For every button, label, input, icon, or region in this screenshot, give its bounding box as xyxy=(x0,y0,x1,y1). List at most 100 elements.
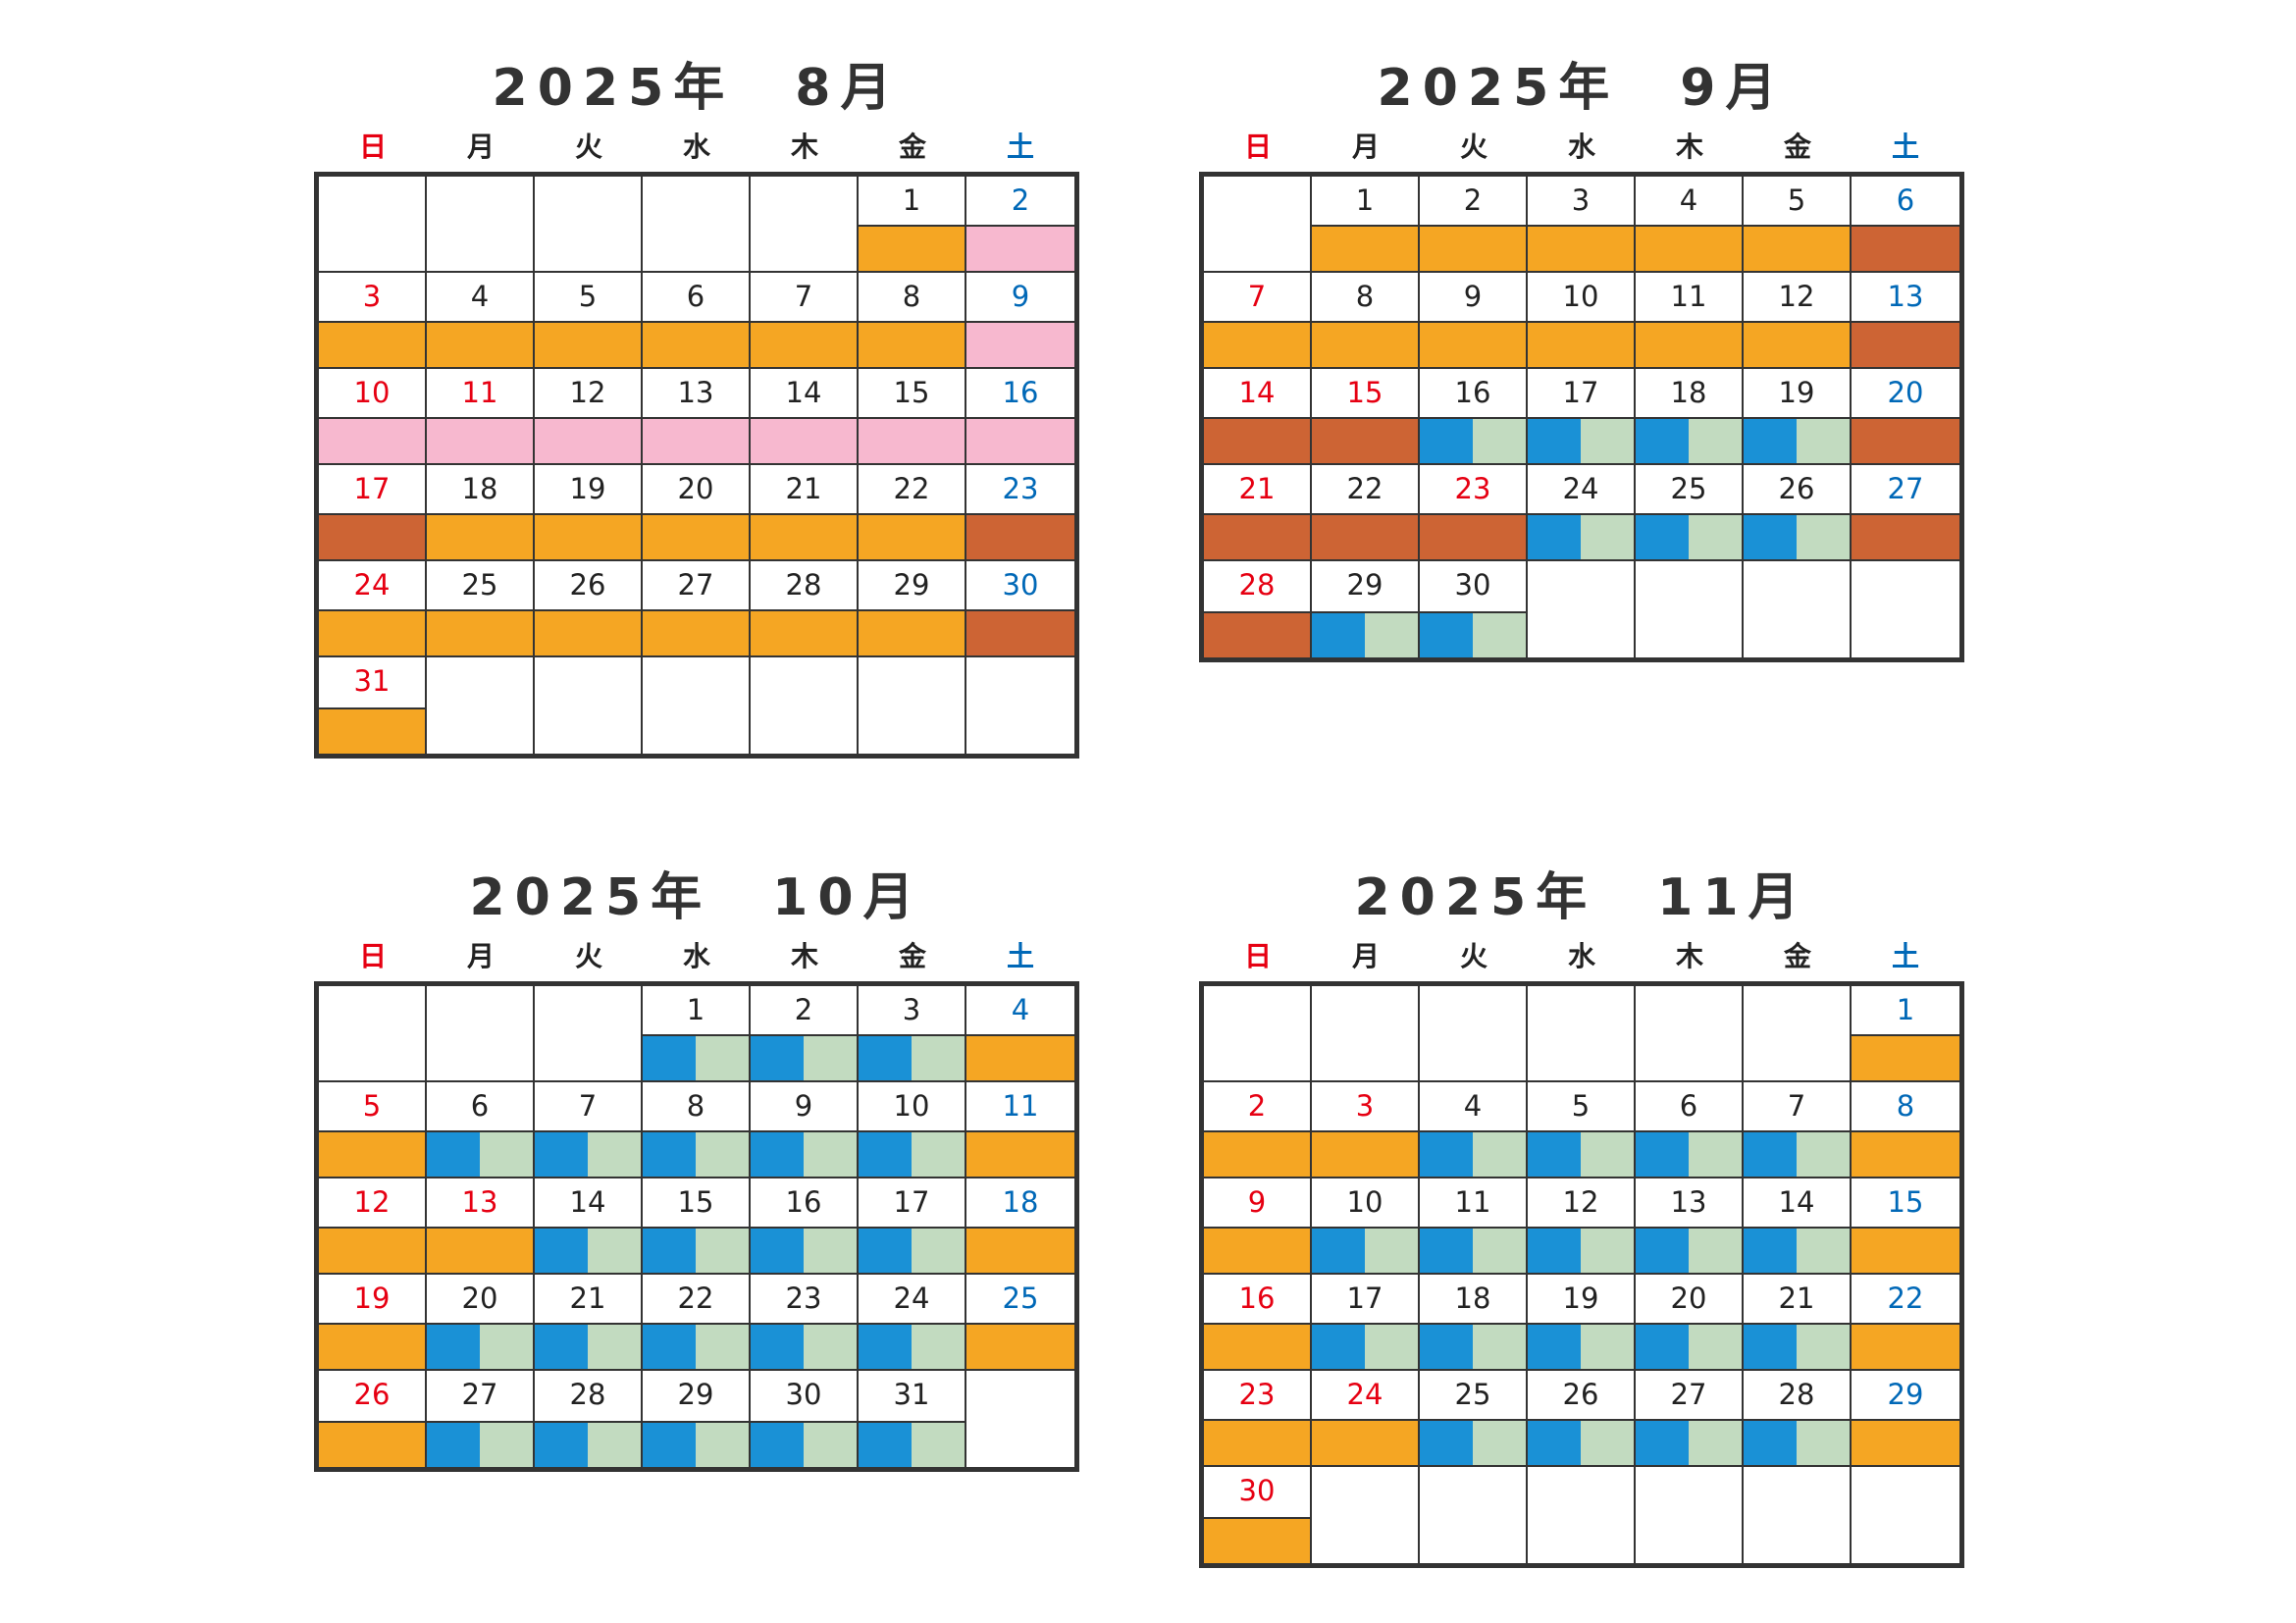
schedule-segment-green xyxy=(480,1423,533,1467)
day-cell: 11 xyxy=(966,1082,1074,1178)
day-number: 18 xyxy=(1670,376,1707,409)
day-cell: 15 xyxy=(1312,369,1420,465)
day-number: 23 xyxy=(1454,472,1491,505)
day-cell: 8 xyxy=(1852,1082,1959,1178)
day-cell: 3 xyxy=(859,986,966,1082)
day-number: 29 xyxy=(677,1378,714,1411)
schedule-segment-blue xyxy=(1528,1421,1581,1465)
schedule-segment-green xyxy=(588,1229,641,1273)
day-number: 23 xyxy=(1238,1378,1276,1411)
empty-cell xyxy=(1528,1467,1636,1563)
day-cell: 14 xyxy=(751,369,859,465)
day-number: 8 xyxy=(902,280,921,313)
day-cell: 16 xyxy=(751,1178,859,1275)
day-cell: 23 xyxy=(1420,465,1528,561)
schedule-segment-green xyxy=(1581,515,1634,559)
day-cell: 16 xyxy=(1420,369,1528,465)
day-number: 28 xyxy=(569,1378,606,1411)
schedule-bar-brown xyxy=(966,513,1074,559)
schedule-bar-orange xyxy=(966,1323,1074,1369)
day-number: 22 xyxy=(677,1282,714,1315)
day-cell: 3 xyxy=(319,273,427,369)
day-number: 9 xyxy=(794,1089,813,1123)
schedule-bar-pink xyxy=(966,417,1074,463)
weekday-label: 日 xyxy=(358,940,387,972)
calendar-august: 2025年 8月日月火水木金土 1 2 3 4 5 6 7 8 9 10 11 12 13 14 15 16 17… xyxy=(314,54,1079,759)
schedule-bar-orange xyxy=(319,321,425,367)
calendar-grid: 1 2 3 4 5 6 7 8 9 10 11 12 13 14 15 16 17 18 19 20 21 22 23 24 2… xyxy=(314,172,1079,759)
day-cell: 30 xyxy=(1420,561,1528,657)
day-number: 29 xyxy=(1346,568,1383,602)
day-number: 3 xyxy=(902,993,921,1026)
empty-cell xyxy=(1636,561,1744,657)
day-cell: 11 xyxy=(1636,273,1744,369)
day-cell: 31 xyxy=(859,1371,966,1467)
day-number: 3 xyxy=(1355,1089,1375,1123)
schedule-bar-orange xyxy=(751,609,857,655)
day-cell: 7 xyxy=(535,1082,643,1178)
day-cell: 21 xyxy=(1204,465,1312,561)
day-cell: 22 xyxy=(1312,465,1420,561)
weekday-label: 土 xyxy=(1006,940,1034,972)
schedule-segment-blue xyxy=(1420,1132,1473,1177)
schedule-bar-split xyxy=(751,1130,857,1177)
day-number: 5 xyxy=(1571,1089,1591,1123)
weekday-header: 日月火水木金土 xyxy=(314,932,1079,981)
day-number: 16 xyxy=(1454,376,1491,409)
weekday-header: 日月火水木金土 xyxy=(1199,123,1964,172)
schedule-bar-orange xyxy=(319,1130,425,1177)
schedule-bar-orange xyxy=(1204,1227,1310,1273)
schedule-bar-split xyxy=(751,1421,857,1467)
day-cell: 15 xyxy=(859,369,966,465)
schedule-segment-green xyxy=(1689,1229,1742,1273)
day-number: 5 xyxy=(578,280,598,313)
day-cell: 11 xyxy=(1420,1178,1528,1275)
schedule-bar-split xyxy=(643,1421,749,1467)
day-cell: 2 xyxy=(1204,1082,1312,1178)
day-cell: 12 xyxy=(319,1178,427,1275)
schedule-bar-split xyxy=(859,1130,965,1177)
empty-cell xyxy=(319,177,427,273)
day-cell: 2 xyxy=(751,986,859,1082)
day-number: 15 xyxy=(677,1185,714,1219)
schedule-bar-orange xyxy=(1204,1517,1310,1563)
day-number: 31 xyxy=(893,1378,930,1411)
schedule-segment-green xyxy=(1473,613,1526,657)
day-cell: 16 xyxy=(1204,1275,1312,1371)
day-cell: 9 xyxy=(1204,1178,1312,1275)
day-number: 26 xyxy=(353,1378,391,1411)
calendar-grid: 1 2 3 4 5 6 7 8 9 10 11 12 13 14 15 16 17 18 19 20 21 22 23 24 2… xyxy=(1199,981,1964,1568)
day-number: 12 xyxy=(1778,280,1815,313)
schedule-segment-blue xyxy=(751,1423,804,1467)
schedule-bar-orange xyxy=(427,609,533,655)
schedule-bar-orange xyxy=(1852,1130,1959,1177)
weekday-label: 土 xyxy=(1891,940,1919,972)
schedule-bar-orange xyxy=(966,1227,1074,1273)
schedule-segment-blue xyxy=(1528,419,1581,463)
schedule-segment-blue xyxy=(1528,515,1581,559)
schedule-bar-split xyxy=(859,1421,965,1467)
month-title: 2025年 11月 xyxy=(1354,868,1809,927)
day-cell: 23 xyxy=(966,465,1074,561)
schedule-segment-green xyxy=(1689,1132,1742,1177)
day-number: 3 xyxy=(362,280,382,313)
day-number: 24 xyxy=(353,568,391,602)
schedule-bar-pink xyxy=(751,417,857,463)
day-cell: 15 xyxy=(643,1178,751,1275)
day-cell: 14 xyxy=(535,1178,643,1275)
weekday-label: 土 xyxy=(1006,131,1034,163)
schedule-segment-blue xyxy=(1636,1325,1689,1369)
day-cell: 10 xyxy=(1528,273,1636,369)
schedule-bar-pink xyxy=(966,321,1074,367)
day-number: 26 xyxy=(1778,472,1815,505)
schedule-bar-split xyxy=(1312,1323,1418,1369)
weekday-label: 日 xyxy=(358,131,387,163)
day-number: 30 xyxy=(785,1378,822,1411)
day-number: 5 xyxy=(362,1089,382,1123)
empty-cell xyxy=(427,986,535,1082)
schedule-segment-green xyxy=(1473,419,1526,463)
day-cell: 1 xyxy=(1852,986,1959,1082)
day-cell: 25 xyxy=(1636,465,1744,561)
schedule-bar-brown xyxy=(319,513,425,559)
empty-cell xyxy=(751,177,859,273)
